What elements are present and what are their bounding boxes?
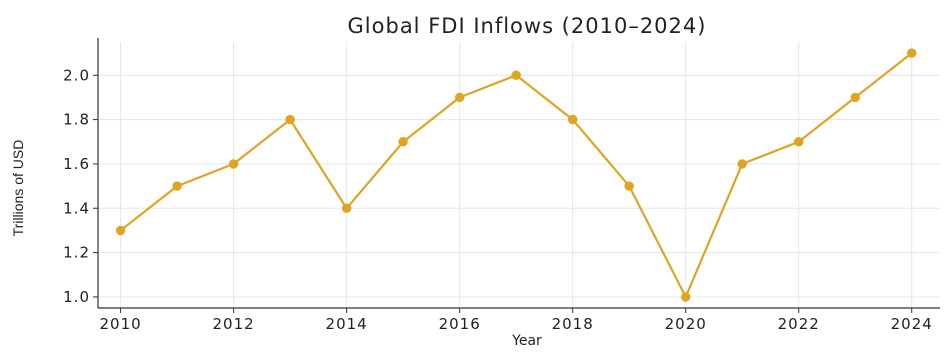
data-point (907, 48, 917, 58)
y-tick-label: 1.6 (63, 155, 90, 173)
x-tick-label: 2016 (439, 315, 481, 333)
grid-lines (98, 42, 940, 308)
data-point (567, 114, 578, 125)
data-point (681, 292, 691, 302)
x-tick-label: 2024 (891, 315, 933, 333)
data-point (172, 181, 182, 191)
y-tick-label: 2.0 (63, 66, 90, 84)
series-line (119, 52, 913, 298)
x-tick-label: 2022 (778, 315, 820, 333)
data-point (341, 203, 352, 213)
y-tick-label: 1.0 (63, 288, 90, 306)
x-tick-label: 2020 (665, 315, 707, 333)
series-path (119, 52, 913, 298)
y-tick-label: 1.8 (63, 111, 90, 129)
data-point (850, 92, 860, 103)
x-tick-label: 2018 (552, 315, 594, 333)
data-point (228, 159, 239, 169)
y-axis-label: Trillions of USD (10, 140, 26, 237)
data-point (398, 137, 408, 147)
data-point (511, 70, 521, 80)
data-point (285, 114, 295, 125)
x-tick-label: 2014 (326, 315, 368, 333)
x-tick-label: 2012 (213, 315, 255, 333)
axes (93, 38, 940, 313)
y-tick-label: 1.2 (63, 244, 90, 262)
data-point (454, 92, 465, 103)
data-points (115, 48, 917, 302)
chart-title: Global FDI Inflows (2010–2024) (348, 14, 707, 38)
y-tick-label: 1.4 (63, 199, 90, 217)
data-point (737, 159, 747, 169)
tick-labels: 2010 2012 2014 2016 2018 2020 2022 2024 1.0 1.2 1.… (63, 66, 933, 333)
data-point (624, 181, 634, 191)
x-axis-label: Year (511, 333, 542, 349)
data-point (115, 225, 126, 236)
data-point (794, 137, 804, 147)
x-tick-label: 2010 (100, 315, 142, 333)
